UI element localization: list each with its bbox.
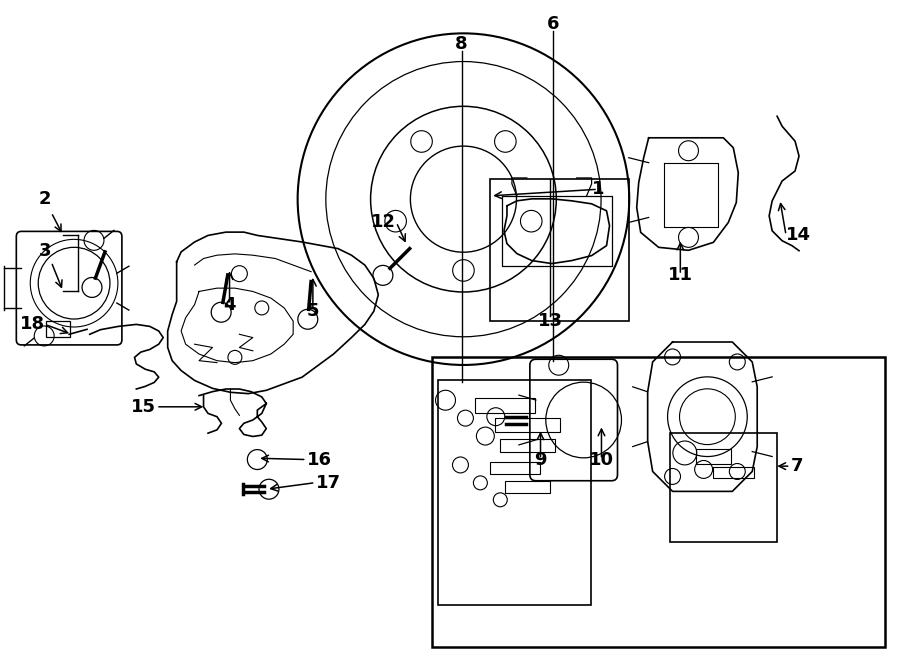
Bar [670, 433, 777, 542]
Text: 17: 17 [316, 473, 340, 492]
Bar [713, 467, 754, 478]
Text: 7: 7 [790, 457, 803, 475]
Text: 10: 10 [589, 451, 614, 469]
Text: 3: 3 [39, 242, 51, 260]
Bar [438, 381, 590, 604]
Bar [432, 357, 885, 647]
Bar [505, 481, 550, 493]
Text: 16: 16 [307, 451, 331, 469]
Text: 6: 6 [547, 15, 559, 34]
Text: 9: 9 [535, 451, 547, 469]
Text: 8: 8 [455, 35, 468, 53]
Text: 4: 4 [223, 296, 236, 314]
Bar [475, 399, 536, 413]
Text: 11: 11 [668, 266, 693, 284]
Bar [697, 449, 732, 464]
Text: 1: 1 [591, 180, 604, 198]
Text: 15: 15 [131, 398, 156, 416]
Bar [500, 439, 555, 452]
Bar [491, 179, 629, 321]
Bar [495, 418, 560, 432]
Text: 5: 5 [307, 303, 320, 320]
Text: 12: 12 [371, 213, 396, 231]
Bar [491, 462, 540, 474]
Text: 13: 13 [538, 312, 562, 330]
Text: 14: 14 [786, 226, 811, 244]
Text: 2: 2 [39, 190, 51, 208]
Text: 18: 18 [20, 315, 45, 334]
